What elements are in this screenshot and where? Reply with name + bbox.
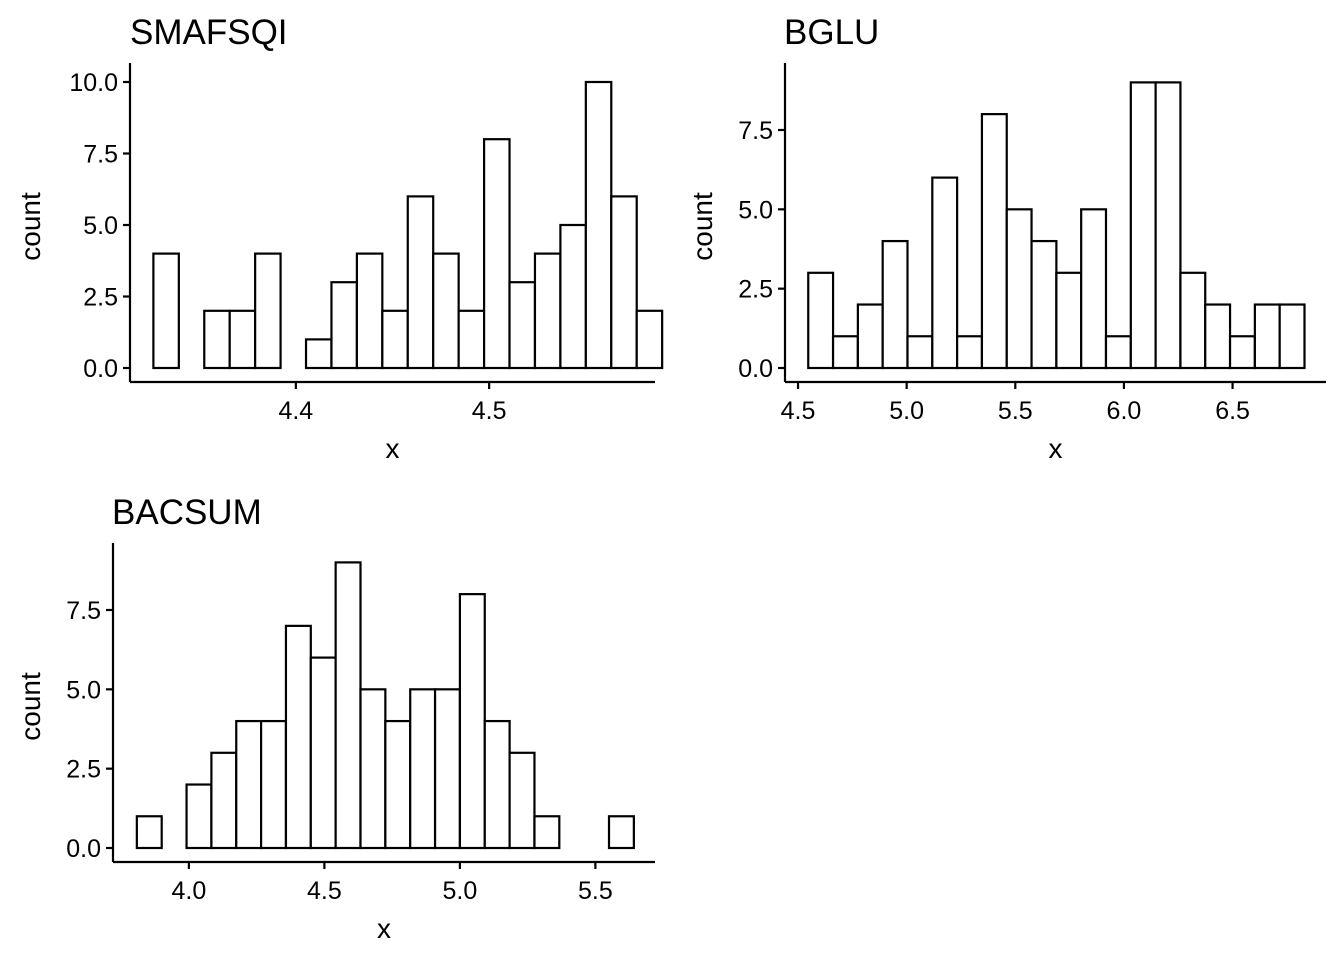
histogram-bar: [304, 338, 333, 370]
histogram-bar: [458, 593, 486, 850]
histogram-bar: [482, 138, 511, 370]
histogram-bar: [533, 252, 562, 370]
histogram-bar: [508, 281, 537, 370]
panel-title: BGLU: [784, 13, 879, 52]
histogram-bar: [1154, 81, 1182, 370]
histogram-bar: [533, 815, 561, 850]
histogram-bar: [254, 252, 282, 370]
histogram-bar: [152, 252, 180, 370]
panel-title: BACSUM: [112, 493, 262, 532]
histogram-bar: [210, 751, 238, 850]
y-tick-label: 0.0: [83, 355, 118, 383]
histogram-bar: [457, 309, 486, 370]
histogram-bar: [610, 195, 638, 370]
histogram-bar: [433, 688, 462, 850]
y-tick-label: 2.5: [738, 276, 773, 304]
histogram-bar: [260, 719, 288, 850]
histogram-bar: [881, 239, 909, 370]
x-axis-label: x: [386, 433, 400, 464]
histogram-bar: [906, 335, 934, 370]
histogram-bar: [956, 335, 984, 370]
histogram-bar: [1278, 303, 1306, 370]
histogram-bar: [607, 815, 635, 850]
histogram-bar: [584, 80, 613, 370]
histogram-bar: [931, 176, 959, 370]
histogram-bar: [355, 252, 384, 370]
y-tick-label: 5.0: [83, 212, 118, 240]
x-tick-label: 4.4: [278, 397, 313, 425]
histogram-bar: [135, 815, 163, 850]
x-tick-label: 4.5: [307, 877, 342, 905]
histogram-bar: [203, 309, 231, 370]
x-tick-label: 6.5: [1215, 397, 1250, 425]
chart-panel: 0.0 2.5 5.0 7.5 10.0 4.4 4.5 SMAFSQI x count: [15, 13, 664, 464]
y-tick-label: 7.5: [66, 597, 101, 625]
histogram-bar: [1104, 335, 1132, 370]
y-tick-label: 0.0: [738, 355, 773, 383]
x-tick-label: 6.0: [1107, 397, 1142, 425]
histogram-bar: [1253, 303, 1281, 370]
histogram-bar: [409, 688, 437, 850]
histogram-bar: [483, 719, 511, 850]
y-tick-label: 10.0: [69, 69, 118, 97]
y-axis-label: count: [15, 672, 46, 741]
y-tick-label: 5.0: [66, 676, 101, 704]
histogram-bar: [432, 252, 460, 370]
x-tick-label: 5.0: [889, 397, 924, 425]
x-tick-label: 4.5: [472, 397, 507, 425]
x-tick-label: 5.5: [578, 877, 613, 905]
histogram-bar: [1005, 208, 1033, 370]
chart-panel: 0.0 2.5 5.0 7.5 4.5 5.0 5.5 6.0 6.5 BGLU x count: [687, 13, 1326, 464]
histogram-bar: [1080, 208, 1108, 370]
histogram-bar: [309, 656, 337, 850]
y-tick-label: 2.5: [83, 284, 118, 312]
y-tick-label: 2.5: [66, 756, 101, 784]
chart-panel: 0.0 2.5 5.0 7.5 4.0 4.5 5.0 5.5 BACSUM x count: [15, 493, 655, 944]
x-tick-label: 5.5: [998, 397, 1033, 425]
histogram-bar: [359, 688, 387, 850]
histogram-bar: [1030, 239, 1058, 370]
y-tick-label: 7.5: [83, 141, 118, 169]
histogram-bar: [508, 751, 536, 850]
histogram-bar: [228, 309, 257, 370]
histogram-bar: [856, 303, 884, 370]
histogram-bar: [831, 335, 859, 370]
histogram-bar: [284, 624, 312, 850]
histogram-bar: [1055, 271, 1083, 370]
histogram-bar: [1204, 303, 1232, 370]
panel-title: SMAFSQI: [130, 13, 288, 52]
histogram-bar: [1129, 81, 1157, 370]
x-tick-label: 4.0: [171, 877, 206, 905]
x-axis-label: x: [377, 913, 391, 944]
x-tick-label: 4.5: [781, 397, 816, 425]
histogram-bar: [807, 271, 835, 370]
x-tick-label: 5.0: [442, 877, 477, 905]
y-tick-label: 5.0: [738, 196, 773, 224]
histogram-bar: [381, 309, 409, 370]
x-axis-label: x: [1049, 433, 1063, 464]
y-axis-label: count: [15, 192, 46, 261]
histogram-bar: [1179, 271, 1207, 370]
histogram-bar: [406, 195, 435, 370]
histogram-bar: [1228, 335, 1256, 370]
histogram-bar: [384, 719, 412, 850]
y-axis-label: count: [687, 192, 718, 261]
histogram-bar: [334, 561, 362, 850]
y-tick-label: 0.0: [66, 835, 101, 863]
histogram-bar: [635, 309, 664, 370]
y-tick-label: 7.5: [738, 117, 773, 145]
histogram-bar: [980, 113, 1008, 370]
histogram-bar: [235, 719, 263, 850]
histogram-bar: [185, 783, 213, 850]
histogram-bar: [559, 223, 587, 370]
histogram-bar: [330, 281, 358, 370]
